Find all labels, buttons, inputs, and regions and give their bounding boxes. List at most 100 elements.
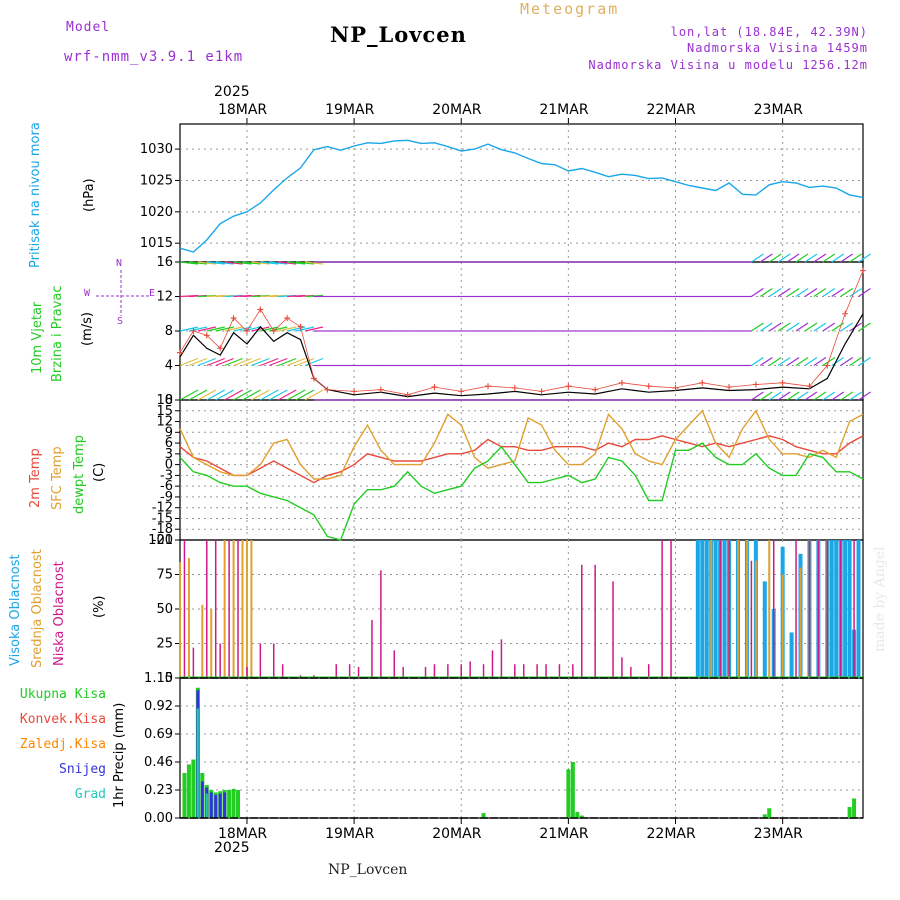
cloud-bar bbox=[737, 540, 740, 678]
precip-ytick-label: 0.69 bbox=[144, 727, 173, 742]
wind-barb bbox=[269, 357, 288, 367]
model-label: Model bbox=[66, 20, 111, 35]
wind-barb bbox=[206, 389, 226, 401]
wind-barb bbox=[295, 389, 315, 401]
wind-barb bbox=[858, 322, 871, 332]
date-tick-top: 19MAR bbox=[325, 102, 374, 118]
wind-barb bbox=[286, 389, 306, 401]
wind-speed-line bbox=[179, 313, 864, 398]
cloud-bar bbox=[237, 540, 239, 678]
wind-barb bbox=[277, 389, 297, 401]
date-tick-top: 22MAR bbox=[647, 102, 696, 118]
cloud-bar bbox=[232, 540, 235, 678]
wind-barb bbox=[858, 357, 871, 366]
date-tick-top: 20MAR bbox=[432, 102, 481, 118]
wind-ytick-label: 0 bbox=[165, 393, 173, 408]
wind-barb bbox=[269, 326, 288, 332]
wind-barb bbox=[786, 322, 800, 332]
temp-ytick-label: 6 bbox=[165, 436, 173, 451]
date-tick-bottom: 20MAR bbox=[432, 826, 481, 842]
wind-barb bbox=[251, 389, 270, 401]
pressure-series-label: Pritisak na nivou mora bbox=[28, 122, 43, 268]
wind-barb bbox=[277, 357, 297, 367]
temp-ytick-label: 0 bbox=[165, 458, 173, 473]
pressure-ytick-label: 1025 bbox=[140, 173, 173, 188]
cloud-bar bbox=[750, 560, 753, 678]
cloud-bar bbox=[393, 650, 396, 678]
date-tick-bottom: 18MAR bbox=[218, 826, 267, 842]
cloud-bar bbox=[514, 664, 516, 678]
model-name: wrf-nmm_v3.9.1 e1km bbox=[64, 49, 244, 65]
wind-barb bbox=[188, 326, 208, 332]
cloud-bar bbox=[817, 540, 820, 678]
cloud-ytick-label: 100 bbox=[148, 533, 173, 548]
cloud-ytick-label: 50 bbox=[156, 602, 173, 617]
wind-barb bbox=[759, 288, 773, 297]
precip-bar bbox=[196, 708, 199, 818]
cloud-bar bbox=[433, 664, 436, 678]
temp-ytick-label: -6 bbox=[160, 479, 173, 494]
precip-ytick-label: 0.23 bbox=[144, 783, 173, 798]
cloud-bar bbox=[704, 540, 709, 678]
mid-cloud-label: Srednja Oblacnost bbox=[30, 549, 45, 668]
wind-barb bbox=[768, 357, 782, 366]
wind-barb bbox=[822, 288, 836, 297]
wind-barb bbox=[751, 322, 764, 332]
temp-ytick-label: 9 bbox=[165, 425, 173, 440]
wind-barb bbox=[840, 288, 854, 297]
cloud-bar bbox=[612, 581, 614, 678]
wind-barb bbox=[759, 253, 773, 263]
precip-bar bbox=[186, 764, 191, 818]
precip-bar bbox=[200, 781, 204, 818]
wind-barb bbox=[768, 253, 782, 263]
year-bottom: 2025 bbox=[214, 840, 250, 856]
cloud-bar bbox=[371, 620, 373, 678]
cloud-bar bbox=[728, 540, 730, 678]
wind-barb bbox=[822, 322, 836, 332]
wind-barb bbox=[233, 357, 252, 367]
wind-barb bbox=[197, 326, 216, 332]
temp-line-1 bbox=[179, 435, 864, 484]
wind-barb bbox=[242, 357, 261, 367]
pressure-unit-label: (hPa) bbox=[82, 178, 97, 212]
wind-barb bbox=[804, 253, 818, 263]
temp2m-label: 2m Temp bbox=[28, 448, 43, 508]
station-title: NP_Lovcen bbox=[330, 22, 467, 47]
wind-barb bbox=[831, 391, 845, 401]
high-cloud-label: Visoka Oblacnost bbox=[8, 554, 23, 666]
date-tick-top: 21MAR bbox=[539, 102, 588, 118]
wind-barb bbox=[813, 391, 827, 401]
wind-barb bbox=[840, 322, 854, 332]
wind-barb bbox=[287, 326, 306, 332]
precip-bar bbox=[575, 811, 580, 818]
wind-barb bbox=[786, 288, 800, 297]
cloud-bar bbox=[201, 604, 204, 678]
wind-barb bbox=[777, 391, 791, 401]
pressure-line bbox=[179, 139, 864, 253]
cloud-bar bbox=[460, 664, 462, 678]
wind-barb bbox=[858, 288, 871, 297]
precip-ytick-label: 0.46 bbox=[144, 755, 173, 770]
panel-frame-5 bbox=[179, 677, 864, 819]
date-tick-top: 18MAR bbox=[218, 102, 267, 118]
wind-ytick-label: 12 bbox=[156, 290, 173, 305]
cloud-bar bbox=[781, 574, 784, 678]
precip-bar bbox=[214, 794, 218, 818]
wind-barb bbox=[759, 357, 773, 366]
cloud-bar bbox=[500, 639, 503, 678]
cloud-bar bbox=[745, 540, 748, 678]
pressure-ytick-label: 1020 bbox=[140, 205, 173, 220]
wind-barb bbox=[215, 357, 234, 367]
wind-barb bbox=[179, 389, 199, 401]
wind-barb bbox=[751, 288, 764, 297]
wind-barb bbox=[822, 253, 836, 263]
wind-barb bbox=[840, 253, 854, 263]
cloud-bar bbox=[245, 540, 248, 678]
precip-bar bbox=[236, 790, 241, 818]
wind-barb bbox=[840, 357, 854, 366]
cloud-bar bbox=[799, 567, 802, 678]
cloud-bar bbox=[710, 540, 713, 678]
temp-ytick-label: 12 bbox=[156, 415, 173, 430]
wind-barb bbox=[795, 357, 809, 366]
wind-barb bbox=[224, 261, 243, 265]
